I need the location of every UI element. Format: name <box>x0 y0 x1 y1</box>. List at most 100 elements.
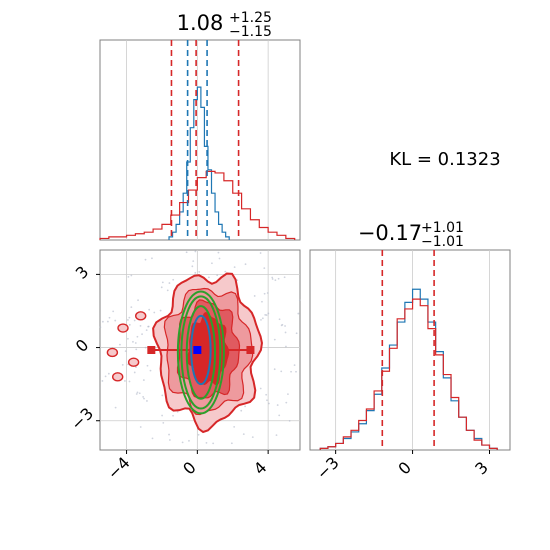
hist-x-series-0 <box>168 86 230 240</box>
joint-scatter-point <box>124 350 127 353</box>
joint-scatter-point <box>139 426 142 428</box>
joint-scatter-point <box>166 289 169 292</box>
joint-outlier-island <box>117 323 129 333</box>
joint-scatter-point <box>271 278 274 280</box>
joint-scatter-point <box>101 380 104 382</box>
joint-scatter-point <box>283 276 286 279</box>
hist-x-title-sup: +1.25 <box>229 10 272 26</box>
joint-scatter-point <box>137 299 139 302</box>
joint-scatter-point <box>119 343 121 346</box>
joint-scatter-point <box>284 331 287 334</box>
joint-outlier-island <box>135 311 147 321</box>
hist-y-xtick-label: 3 <box>471 458 492 479</box>
joint-marker-0 <box>147 346 156 354</box>
hist-y-xtick-label: 0 <box>394 458 415 479</box>
joint-scatter-point <box>141 333 143 336</box>
joint-scatter-point <box>263 267 266 269</box>
joint-scatter-point <box>197 433 200 436</box>
joint-scatter-point <box>208 276 210 279</box>
panel-joint: −4 0 4 −3 0 3 <box>67 249 301 483</box>
joint-scatter-point <box>160 286 163 289</box>
joint-scatter-point <box>285 401 288 404</box>
joint-marker-1 <box>246 346 255 354</box>
joint-scatter-point <box>261 300 263 303</box>
joint-scatter-point <box>218 257 221 260</box>
joint-scatter-point <box>273 338 276 341</box>
joint-scatter-point <box>240 409 243 412</box>
joint-scatter-point <box>274 279 277 282</box>
joint-scatter-point <box>198 271 201 273</box>
joint-scatter-point <box>161 414 163 417</box>
joint-scatter-point <box>298 299 301 302</box>
joint-outlier-island <box>106 347 119 358</box>
joint-scatter-point <box>264 314 267 316</box>
joint-scatter-point <box>295 332 298 335</box>
joint-scatter-point <box>112 310 115 313</box>
panel-hist-y: −3 0 3 −0.17 +1.01 −1.01 <box>309 220 511 483</box>
joint-scatter-point <box>151 257 153 260</box>
joint-scatter-point <box>244 263 247 266</box>
joint-scatter-point <box>212 442 215 445</box>
joint-marker-2 <box>193 346 202 354</box>
joint-xtick-label: −4 <box>104 453 134 483</box>
joint-ellipse-2 <box>190 314 212 386</box>
joint-scatter-point <box>104 375 107 378</box>
joint-scatter-point <box>211 262 213 265</box>
joint-scatter-point <box>99 326 102 329</box>
joint-scatter-point <box>153 311 156 314</box>
joint-scatter-point <box>287 393 289 395</box>
joint-ytick-label: 0 <box>72 335 93 356</box>
joint-scatter-point <box>133 319 136 322</box>
joint-scatter-point <box>144 258 147 261</box>
panel-hist-y-frame <box>309 249 511 451</box>
joint-scatter-point <box>230 442 233 445</box>
joint-scatter-point <box>280 324 283 327</box>
joint-scatter-point <box>161 394 164 397</box>
joint-scatter-point <box>288 419 291 422</box>
joint-scatter-point <box>146 364 149 367</box>
joint-scatter-point <box>133 371 136 374</box>
hist-y-xtick-label: −3 <box>313 453 343 483</box>
hist-y-title-sup: +1.01 <box>421 220 464 236</box>
joint-scatter-point <box>136 391 139 394</box>
joint-scatter-point <box>191 265 194 268</box>
joint-scatter-point <box>194 250 197 253</box>
joint-scatter-point <box>139 324 142 327</box>
joint-outlier-island <box>127 357 140 367</box>
joint-scatter-point <box>233 266 236 269</box>
joint-scatter-point <box>168 282 171 284</box>
joint-scatter-point <box>266 292 269 294</box>
joint-scatter-point <box>284 325 286 327</box>
hist-y-title-sub: −1.01 <box>421 234 464 250</box>
hist-x-title-sub: −1.15 <box>229 24 272 40</box>
joint-scatter-point <box>142 396 145 398</box>
joint-scatter-point <box>192 260 195 263</box>
joint-scatter-point <box>144 346 147 349</box>
hist-y-title: −0.17 <box>358 221 422 245</box>
joint-ytick-label: −3 <box>67 404 97 434</box>
joint-scatter-point <box>275 434 278 437</box>
joint-scatter-point <box>244 405 247 408</box>
joint-scatter-point <box>106 320 109 323</box>
joint-scatter-point <box>148 308 151 311</box>
joint-scatter-point <box>285 345 287 348</box>
joint-scatter-point <box>172 278 175 281</box>
joint-scatter-point <box>271 276 274 279</box>
joint-xtick-label: 4 <box>250 458 271 479</box>
joint-scatter-point <box>130 306 133 308</box>
joint-scatter-point <box>128 323 131 326</box>
joint-scatter-point <box>266 399 268 402</box>
joint-scatter-point <box>146 400 148 402</box>
joint-scatter-point <box>242 433 245 436</box>
joint-scatter-point <box>260 318 262 321</box>
joint-scatter-point <box>142 379 145 381</box>
joint-scatter-point <box>121 363 124 366</box>
joint-scatter-point <box>128 316 131 319</box>
joint-scatter-point <box>162 422 165 424</box>
joint-scatter-point <box>128 380 131 383</box>
joint-scatter-point <box>273 368 276 371</box>
joint-scatter-point <box>278 414 281 417</box>
joint-scatter-point <box>132 340 134 343</box>
joint-scatter-point <box>138 392 141 395</box>
joint-scatter-point <box>261 317 264 320</box>
